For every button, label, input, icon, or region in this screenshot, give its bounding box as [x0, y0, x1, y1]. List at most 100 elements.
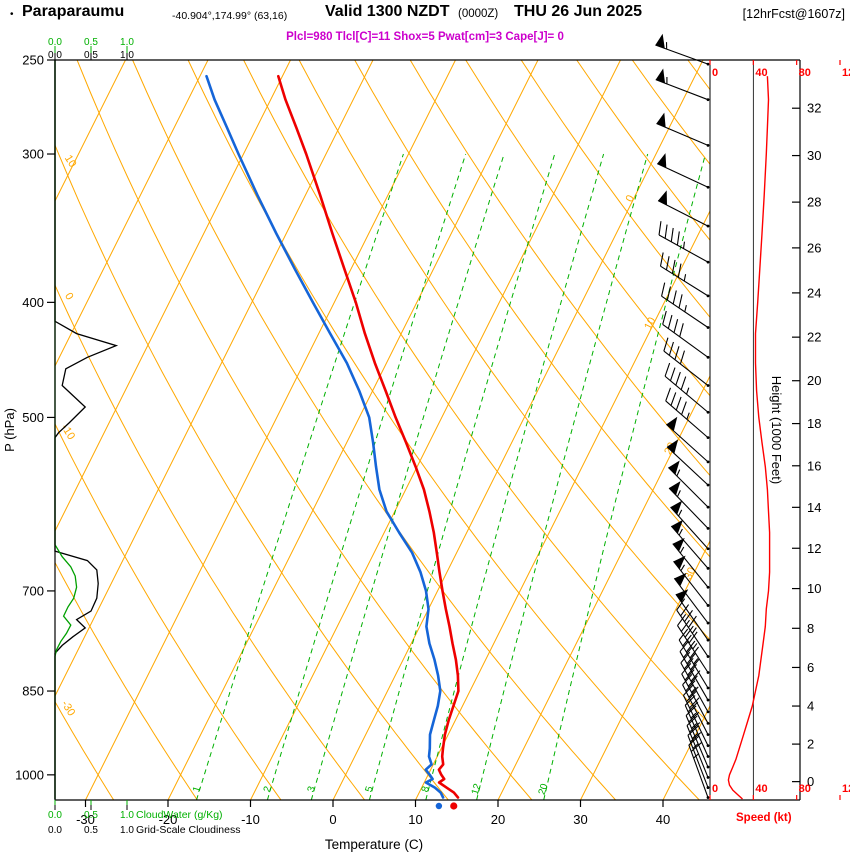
wind-barb	[665, 387, 710, 440]
wind-barb-full	[665, 256, 670, 271]
wind-barb-full	[672, 290, 677, 305]
background-grid	[55, 60, 710, 800]
height-tick-label: 8	[807, 621, 814, 636]
wind-barb-full	[680, 376, 687, 390]
wind-barb-full	[684, 669, 695, 681]
dry-adiabat-line	[298, 60, 710, 641]
wind-barb-pennant	[655, 33, 665, 49]
dry-adiabat-line	[465, 60, 710, 397]
isotherm-line	[55, 60, 374, 698]
wind-barb-full	[679, 323, 684, 337]
wind-barb-half	[680, 564, 685, 572]
wind-barb-pennant	[658, 190, 668, 206]
temperature-tick-label: 0	[329, 812, 336, 827]
mixing-ratio-label: 8	[420, 785, 432, 794]
temperature-tick-label: -10	[241, 812, 260, 827]
isotherm-line	[415, 209, 710, 800]
wind-barb-staff	[687, 735, 709, 788]
wind-barb-staff	[662, 323, 709, 358]
cloudiness-axis-title: Grid-Scale Cloudiness	[136, 824, 240, 836]
wind-barb-full	[687, 701, 699, 713]
wind-barb-full	[675, 396, 682, 411]
isotherm-line	[55, 60, 209, 368]
wind-barb-pennant	[672, 537, 685, 552]
isotherm-line	[580, 539, 710, 800]
pressure-tick-label: 400	[22, 295, 44, 310]
station-coordinates: -40.904°,174.99° (63,16)	[172, 10, 288, 22]
wind-barb-half	[686, 412, 690, 420]
temperature-tick-label: 10	[408, 812, 422, 827]
cloudwater-axis-title: CloudWater (g/Kg)	[136, 809, 223, 821]
wind-barb-pennant	[666, 416, 678, 432]
dry-adiabat-line	[55, 561, 198, 800]
wind-barb-staff	[656, 122, 709, 146]
height-tick-label: 24	[807, 285, 821, 300]
dry-adiabat-line	[187, 60, 700, 800]
wind-barb-full	[677, 263, 682, 278]
isotherm-line	[55, 60, 291, 533]
wind-barb	[676, 598, 710, 658]
pressure-tick-label: 500	[22, 410, 44, 425]
wind-barb	[661, 282, 710, 329]
dry-adiabat-line	[687, 60, 710, 91]
wind-barb-half	[692, 643, 698, 650]
dry-adiabat-line	[132, 60, 616, 800]
wind-barb	[655, 68, 710, 102]
height-tick-label: 4	[807, 699, 814, 714]
wind-barb-half	[679, 546, 685, 554]
station-name: Paraparaumu	[22, 3, 125, 20]
wind-barb-full	[659, 252, 664, 267]
wind-barb-full	[681, 663, 692, 675]
height-tick-label: 28	[807, 195, 821, 210]
height-tick-label: 2	[807, 737, 814, 752]
dry-adiabat-label: -30	[59, 698, 78, 718]
wind-barb-half	[686, 387, 690, 395]
wind-barb-full	[683, 646, 693, 658]
height-tick-label: 0	[807, 774, 814, 789]
cloudwater-scale-label-top: 1.0	[120, 37, 134, 48]
wind-barb-staff	[679, 651, 709, 701]
isotherm-line	[497, 374, 710, 800]
wind-barb-full	[664, 362, 671, 377]
height-tick-label: 10	[807, 581, 821, 596]
speed-tick-label-top: 120	[842, 67, 850, 79]
wind-barb-full	[663, 337, 669, 352]
mixing-ratio-line	[543, 153, 706, 800]
temperature-tick-label: 30	[573, 812, 587, 827]
wind-barb-half	[676, 469, 681, 477]
wind-barbs	[655, 33, 710, 799]
dry-adiabat-line	[520, 60, 710, 319]
wind-barb-full	[678, 294, 683, 309]
wind-barb-full	[679, 350, 686, 365]
wind-barb-half	[682, 241, 686, 249]
mixing-ratio-label: 5	[364, 785, 376, 794]
wind-barb-full	[684, 625, 694, 638]
wind-barb-pennant	[674, 572, 687, 587]
wind-barb-half	[676, 490, 681, 497]
wind-barb-full	[684, 609, 693, 623]
wind-barb-full	[686, 691, 697, 703]
dry-adiabat-line	[243, 60, 710, 726]
valid-time: Valid 1300 NZDT	[325, 3, 450, 20]
wind-barb-full	[688, 686, 699, 698]
height-tick-label: 18	[807, 416, 821, 431]
wind-barb-staff	[673, 560, 709, 606]
cloudwater-scale-label-top: 0.0	[48, 37, 62, 48]
wind-barb-staff	[688, 744, 709, 798]
speed-tick-label-bottom: 40	[755, 783, 767, 795]
dry-adiabat-label: 0	[62, 291, 75, 303]
cloudwater-scale-label-bottom: 0.5	[84, 810, 98, 821]
wind-barb-full	[676, 598, 686, 611]
valid-date: THU 26 Jun 2025	[514, 3, 643, 20]
wind-barb-full	[673, 319, 679, 333]
wind-barb-pennant	[668, 460, 680, 475]
wind-barb-full	[670, 227, 674, 242]
height-tick-label: 20	[807, 373, 821, 388]
height-tick-label: 6	[807, 660, 814, 675]
wind-barb-staff	[682, 695, 709, 746]
isotherm-line	[332, 60, 704, 800]
cloudiness-scale-label-top: 1.0	[120, 50, 134, 61]
height-tick-label: 26	[807, 240, 821, 255]
cloudiness-scale-label-bottom: 0.5	[84, 825, 98, 836]
isotherm-label: 0	[624, 193, 637, 204]
